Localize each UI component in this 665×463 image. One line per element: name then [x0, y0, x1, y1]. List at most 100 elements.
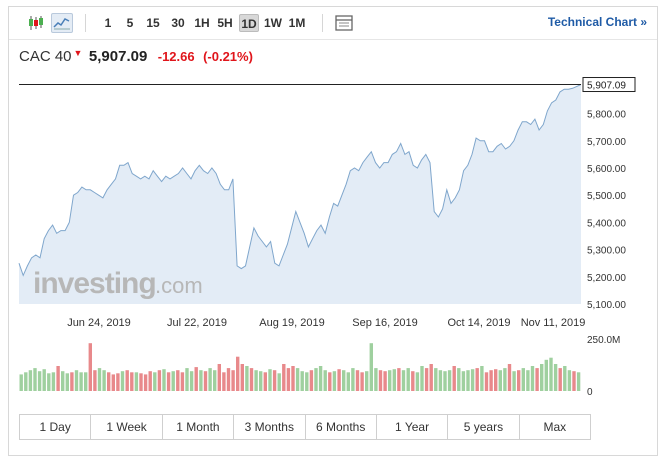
volume-bar	[480, 366, 484, 391]
range-1-day[interactable]: 1 Day	[20, 415, 92, 439]
volume-bar	[383, 371, 387, 391]
volume-bar	[139, 373, 143, 391]
timeframe-15[interactable]: 15	[146, 16, 160, 30]
volume-bar	[231, 370, 235, 391]
timeframe-1w[interactable]: 1W	[264, 16, 282, 30]
price-line	[18, 84, 582, 277]
volume-bar	[498, 370, 502, 391]
volume-bar	[24, 372, 28, 391]
y-tick-label: 5,100.00	[587, 300, 626, 311]
volume-bar	[171, 371, 175, 391]
volume-bar	[397, 368, 401, 391]
volume-bar	[309, 370, 314, 391]
volume-bar	[360, 372, 364, 391]
volume-bar	[295, 368, 300, 391]
timeframe-5[interactable]: 5	[126, 16, 134, 30]
volume-bar	[447, 370, 452, 391]
volume-bar	[388, 370, 392, 391]
volume-bar	[286, 368, 291, 391]
timeframe-30[interactable]: 30	[171, 16, 185, 30]
volume-bar	[208, 368, 212, 391]
y-tick-label: 5,800.00	[587, 110, 626, 121]
volume-max-label: 250.0M	[587, 335, 620, 346]
volume-bar	[563, 366, 567, 391]
volume-bar	[254, 370, 258, 391]
volume-bar	[162, 369, 166, 391]
volume-bar	[466, 370, 470, 391]
volume-bar	[249, 368, 254, 391]
toolbar-divider	[322, 14, 323, 32]
y-tick-label: 5,200.00	[587, 273, 626, 284]
volume-bar	[222, 372, 226, 391]
timeframe-1m[interactable]: 1M	[288, 16, 306, 30]
volume-bar	[84, 372, 88, 391]
timeframe-1[interactable]: 1	[104, 16, 112, 30]
volume-bar	[93, 370, 97, 391]
volume-bar	[194, 367, 198, 391]
volume-bar	[236, 356, 240, 391]
volume-bar	[567, 370, 572, 391]
chart-widget: 1 5 15 30 1H 5H 1D 1W 1M Technical Chart » CAC 4…	[8, 6, 658, 456]
y-tick-label: 5,700.00	[587, 137, 626, 148]
y-tick-label: 5,500.00	[587, 191, 626, 202]
volume-bar	[217, 364, 221, 391]
investing-watermark: investing	[33, 267, 156, 300]
x-tick-label: Oct 14, 2019	[448, 317, 511, 329]
range-5-years[interactable]: 5 years	[448, 415, 520, 439]
timeframe-5h[interactable]: 5H	[217, 16, 233, 30]
volume-bar	[189, 371, 194, 391]
volume-bar	[143, 374, 148, 391]
volume-bar	[153, 372, 157, 391]
volume-bar	[415, 372, 420, 391]
volume-bar	[503, 368, 507, 391]
range-3-months[interactable]: 3 Months	[234, 415, 306, 439]
line-chart-icon[interactable]	[51, 13, 73, 33]
volume-bar	[411, 371, 415, 391]
range-max[interactable]: Max	[519, 415, 590, 439]
timeframe-1h[interactable]: 1H	[194, 16, 210, 30]
volume-bar	[272, 370, 277, 391]
volume-bar	[245, 366, 249, 391]
range-1-month[interactable]: 1 Month	[162, 415, 235, 439]
volume-bar	[512, 371, 516, 391]
volume-bar	[291, 366, 295, 391]
volume-bar	[157, 370, 162, 391]
volume-bar	[180, 372, 185, 391]
volume-bar	[572, 371, 576, 391]
range-selector: 1 Day 1 Week 1 Month 3 Months 6 Months 1 Year…	[19, 414, 591, 440]
last-price-label: 5,907.09	[587, 81, 626, 92]
volume-bar	[102, 370, 106, 391]
chart-settings-icon[interactable]	[333, 13, 355, 33]
volume-bar	[305, 372, 309, 391]
volume-bar	[438, 370, 443, 391]
volume-bar	[558, 368, 562, 391]
candlestick-icon[interactable]	[25, 13, 47, 33]
range-1-year[interactable]: 1 Year	[376, 415, 449, 439]
volume-bar	[457, 368, 461, 391]
volume-bar	[517, 370, 521, 391]
instrument-name: CAC 40	[19, 48, 72, 65]
volume-bar	[470, 369, 475, 391]
range-6-months[interactable]: 6 Months	[305, 415, 377, 439]
y-tick-label: 5,600.00	[587, 164, 626, 175]
volume-bar	[342, 370, 346, 391]
volume-bar	[263, 372, 267, 391]
range-1-week[interactable]: 1 Week	[91, 415, 163, 439]
volume-bar	[318, 366, 323, 391]
technical-chart-link[interactable]: Technical Chart »	[547, 15, 647, 29]
volume-bar	[19, 374, 23, 391]
volume-bar	[530, 366, 535, 391]
volume-bar	[61, 371, 65, 391]
volume-bar	[378, 370, 383, 391]
volume-bar	[28, 370, 33, 391]
price-change-percent: (-0.21%)	[203, 49, 253, 64]
volume-bar	[79, 372, 83, 391]
timeframe-1d[interactable]: 1D	[239, 14, 259, 32]
volume-bar	[424, 368, 429, 391]
volume-bar	[461, 371, 466, 391]
x-tick-label: Jun 24, 2019	[67, 317, 131, 329]
price-chart[interactable]: investing .com 5,907.09 5,100.00 5,200.00 5,3…	[9, 7, 657, 407]
volume-bar	[120, 371, 125, 391]
volume-bar	[97, 368, 102, 391]
volume-bar	[130, 372, 134, 391]
